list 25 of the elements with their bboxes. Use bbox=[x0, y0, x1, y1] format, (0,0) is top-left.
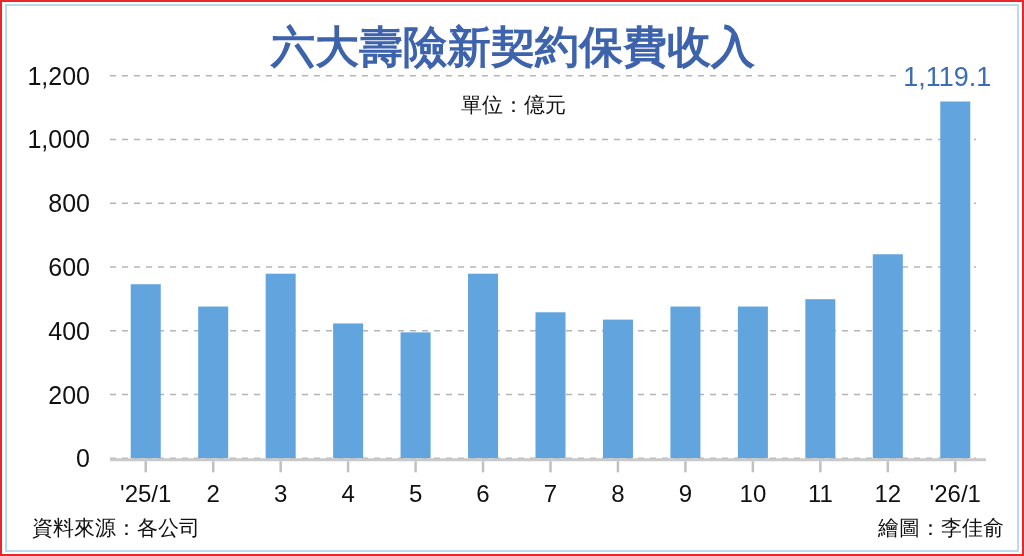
y-tick-label: 1,000 bbox=[27, 125, 90, 154]
y-tick-label: 600 bbox=[48, 253, 90, 281]
x-tick-label: 8 bbox=[611, 479, 625, 507]
text: 單位：億元 bbox=[460, 92, 566, 116]
x-tick-label: 11 bbox=[807, 479, 833, 507]
y-tick-label: 1,200 bbox=[27, 61, 90, 90]
x-tick-label: 3 bbox=[273, 479, 288, 507]
x-tick-label: 4 bbox=[341, 479, 355, 507]
x-tick-label: 6 bbox=[476, 479, 490, 507]
x-tick-label: '26/1 bbox=[929, 479, 981, 507]
x-tick-label: 9 bbox=[678, 479, 693, 507]
source-note: 資料來源：各公司 bbox=[32, 515, 200, 539]
x-tick-label: 12 bbox=[874, 479, 902, 507]
x-tick-label: 7 bbox=[543, 479, 558, 507]
x-tick-label: 5 bbox=[408, 479, 423, 507]
x-tick-label: 10 bbox=[739, 479, 767, 507]
y-tick-label: 400 bbox=[48, 316, 90, 345]
y-tick-label: 200 bbox=[48, 380, 90, 409]
x-tick-label: '25/1 bbox=[120, 479, 172, 507]
data-label: 1,119.1 bbox=[903, 62, 992, 93]
x-tick-label: 2 bbox=[206, 479, 220, 507]
text: 繪圖：李佳俞 bbox=[877, 515, 1004, 539]
y-tick-label: 0 bbox=[76, 444, 90, 473]
y-tick-label: 800 bbox=[48, 189, 90, 218]
chart-title: 六大壽險新契約保費收入 bbox=[270, 21, 756, 71]
